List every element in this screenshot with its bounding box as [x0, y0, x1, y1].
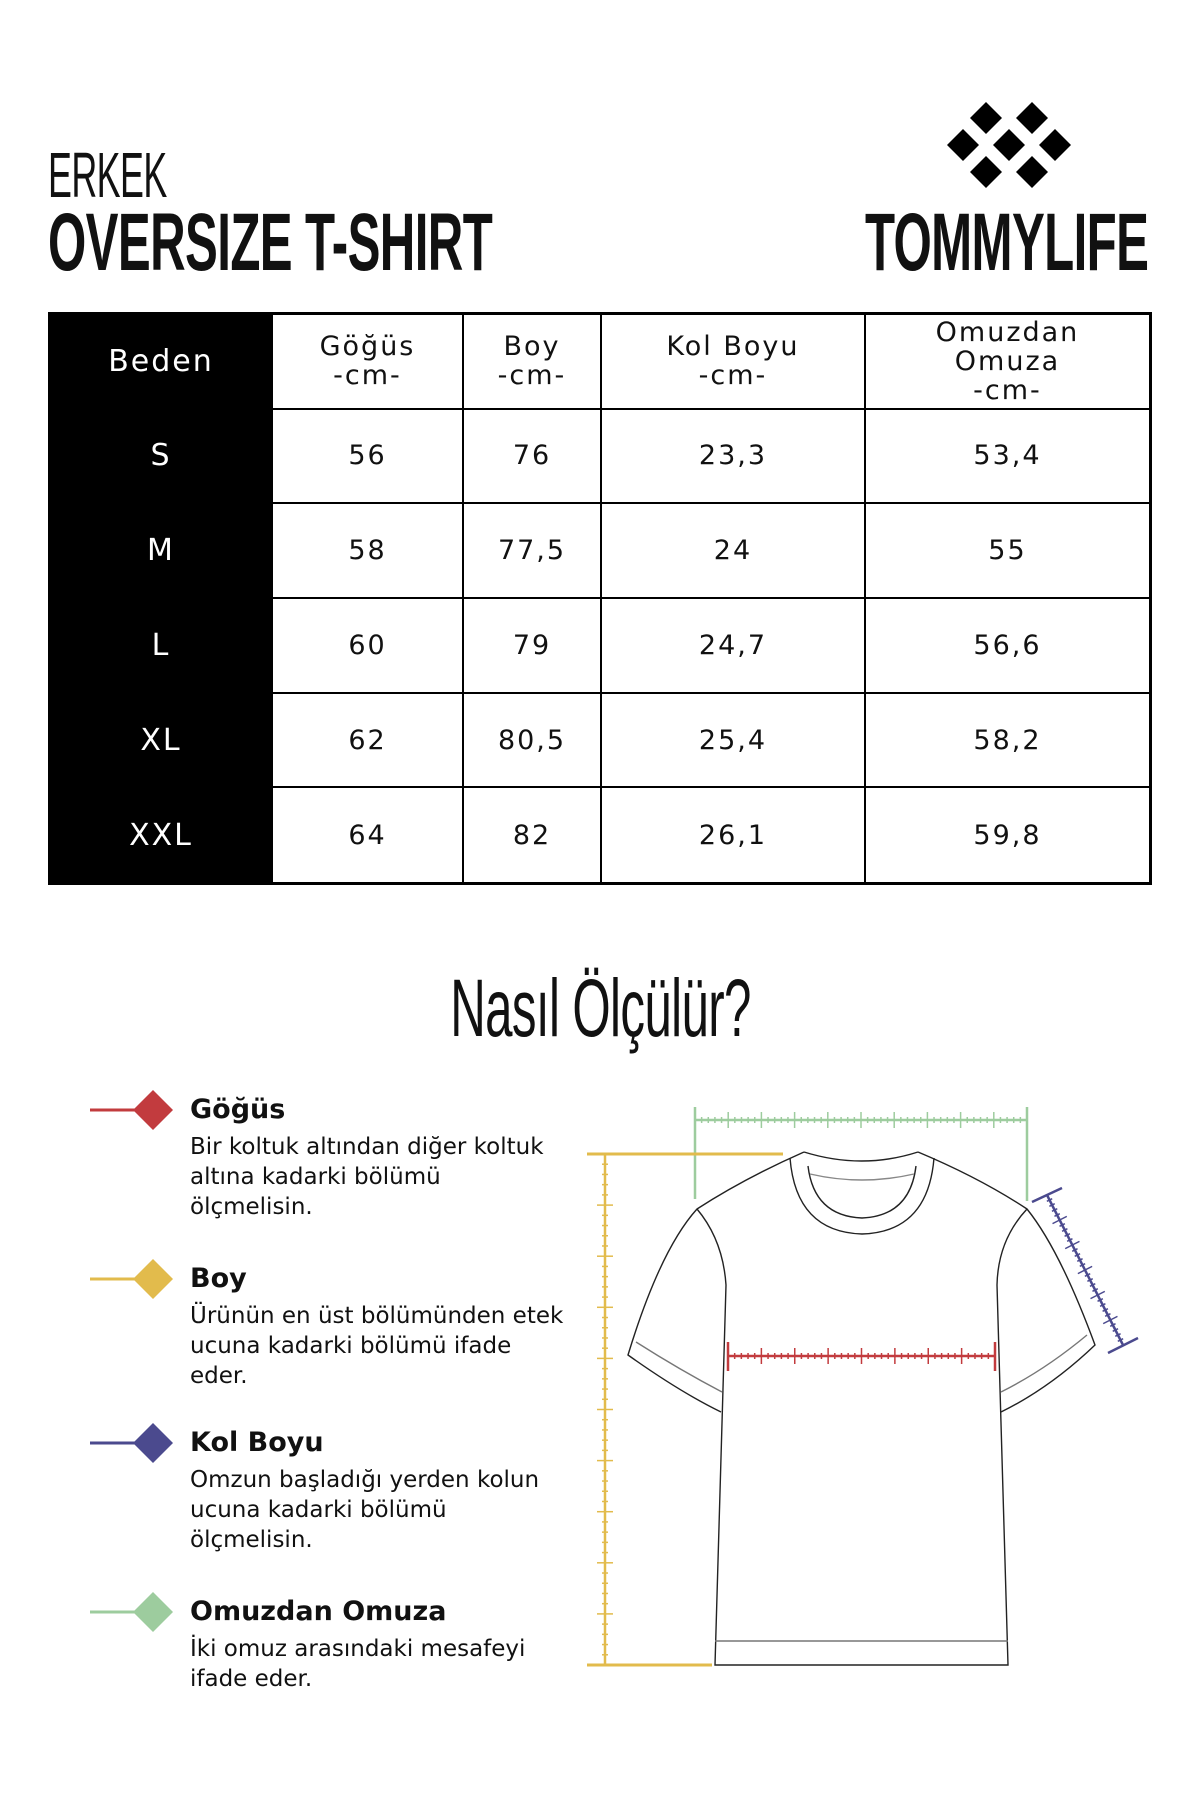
sleeve-ruler-tick — [1076, 1257, 1083, 1263]
product-title: OVERSIZE T-SHIRT — [48, 197, 493, 288]
cell: 55 — [863, 502, 1152, 599]
legend-title: Kol Boyu — [190, 1427, 324, 1458]
column-header: Kol Boyu -cm- — [600, 312, 866, 410]
sleeve-ruler-tick — [1112, 1327, 1119, 1333]
table-row: XXL 64 82 26,1 59,8 — [48, 786, 1152, 885]
cell: 62 — [271, 691, 464, 789]
cell: 58,2 — [863, 691, 1152, 789]
sleeve-ruler-tick — [1117, 1337, 1124, 1343]
sleeve-ruler-end — [1107, 1336, 1139, 1355]
brand-logo-icon — [947, 102, 1071, 188]
green-diamond-icon — [90, 1592, 173, 1632]
sleeve-ruler-tick — [1104, 1312, 1111, 1318]
size-cell: XL — [48, 691, 273, 789]
legend-description: Omzun başladığı yerden kolun ucuna kadar… — [190, 1467, 540, 1553]
sleeve-ruler-tick — [1099, 1302, 1106, 1308]
sleeve-ruler-tick — [1102, 1315, 1118, 1325]
sleeve-ruler-tick — [1059, 1222, 1066, 1228]
sleeve-ruler-tick — [1077, 1265, 1093, 1275]
red-diamond-icon — [90, 1090, 173, 1130]
cell: 82 — [462, 786, 602, 885]
cell: 64 — [271, 786, 464, 885]
cell: 24,7 — [600, 596, 866, 694]
legend-description: İki omuz arasındaki mesafeyi ifade eder. — [190, 1636, 526, 1692]
sleeve-ruler-tick — [1052, 1215, 1068, 1225]
cell: 60 — [271, 596, 464, 694]
sleeve-ruler-tick — [1051, 1207, 1058, 1213]
tshirt-measure-diagram — [587, 1107, 1139, 1667]
sleeve-ruler-tick — [1074, 1252, 1081, 1258]
sleeve-ruler-tick — [1061, 1227, 1068, 1233]
yellow-diamond-icon — [90, 1259, 173, 1299]
sleeve-ruler-tick — [1102, 1307, 1109, 1313]
size-cell: S — [48, 407, 273, 505]
legend-description: Bir koltuk altından diğer koltuk altına … — [190, 1134, 544, 1220]
column-header: Omuzdan Omuza -cm- — [863, 312, 1152, 410]
cell: 59,8 — [863, 786, 1152, 885]
cell: 56,6 — [863, 596, 1152, 694]
tshirt-outline-icon — [627, 1151, 1096, 1666]
sleeve-ruler-tick — [1084, 1272, 1091, 1278]
cell: 25,4 — [600, 691, 866, 789]
category-label: ERKEK — [48, 139, 167, 211]
cell: 79 — [462, 596, 602, 694]
cell: 56 — [271, 407, 464, 505]
sleeve-ruler-tick — [1087, 1277, 1094, 1283]
cell: 76 — [462, 407, 602, 505]
table-header-row: Beden Göğüs -cm- Boy -cm- Kol Boyu -cm- … — [48, 312, 1152, 410]
legend-description: Ürünün en üst bölümünden etek ucuna kada… — [190, 1303, 564, 1389]
sleeve-ruler-tick — [1114, 1332, 1121, 1338]
cell: 53,4 — [863, 407, 1152, 505]
column-header: Boy -cm- — [462, 312, 602, 410]
purple-diamond-icon — [90, 1423, 173, 1463]
sleeve-ruler-tick — [1046, 1197, 1053, 1203]
size-cell: L — [48, 596, 273, 694]
cell: 58 — [271, 502, 464, 599]
sleeve-ruler-tick — [1064, 1240, 1080, 1250]
sleeve-ruler-tick — [1079, 1262, 1086, 1268]
column-header: Göğüs -cm- — [271, 312, 464, 410]
how-to-measure-heading: Nasıl Ölçülür? — [449, 963, 751, 1054]
sleeve-ruler-tick — [1109, 1322, 1116, 1328]
size-cell: M — [48, 502, 273, 599]
sleeve-ruler-tick — [1066, 1237, 1073, 1243]
legend-title: Omuzdan Omuza — [190, 1596, 447, 1627]
table-row: L 60 79 24,7 56,6 — [48, 596, 1152, 694]
size-cell: XXL — [48, 786, 273, 885]
size-table: Beden Göğüs -cm- Boy -cm- Kol Boyu -cm- … — [48, 312, 1152, 885]
legend-title: Boy — [190, 1263, 247, 1294]
sleeve-ruler-tick — [1054, 1212, 1061, 1218]
sleeve-ruler-tick — [1049, 1202, 1056, 1208]
sleeve-ruler-tick — [1090, 1290, 1106, 1300]
table-row: M 58 77,5 24 55 — [48, 502, 1152, 599]
cell: 24 — [600, 502, 866, 599]
cell: 80,5 — [462, 691, 602, 789]
sleeve-ruler-tick — [1071, 1247, 1078, 1253]
sleeve-ruler-tick — [1064, 1232, 1071, 1238]
cell: 23,3 — [600, 407, 866, 505]
table-row: S 56 76 23,3 53,4 — [48, 407, 1152, 505]
table-row: XL 62 80,5 25,4 58,2 — [48, 691, 1152, 789]
sleeve-ruler-tick — [1089, 1282, 1096, 1288]
sleeve-ruler-end — [1031, 1186, 1063, 1204]
brand-name: TOMMYLIFE — [864, 197, 1149, 288]
sleeve-ruler-tick — [1092, 1287, 1099, 1293]
cell: 77,5 — [462, 502, 602, 599]
column-header: Beden — [48, 312, 273, 410]
cell: 26,1 — [600, 786, 866, 885]
sleeve-ruler-tick — [1097, 1297, 1104, 1303]
legend-title: Göğüs — [190, 1094, 286, 1125]
